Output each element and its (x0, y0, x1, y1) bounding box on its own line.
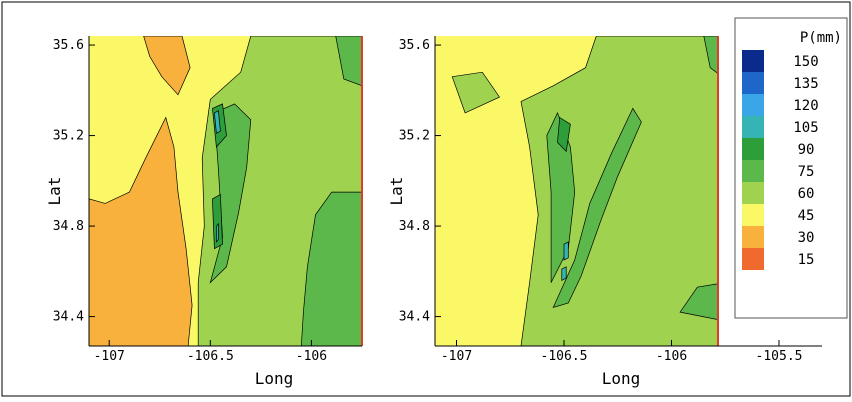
right-contour-panel: 34.4 34.8 35.2 35.6 -107 -106.5 -106 -105.5 Lon… (387, 36, 822, 388)
y-tick-label: 34.4 (53, 310, 84, 325)
legend-swatch-75 (742, 160, 764, 182)
y-tick-label: 34.8 (399, 219, 430, 234)
legend-items: 150 135 120 105 90 75 60 45 30 15 (742, 50, 819, 270)
contour-region-75 (300, 191, 362, 346)
right-contour-regions (451, 36, 718, 346)
left-y-axis-label: Lat (45, 177, 64, 206)
y-tick-label: 35.6 (399, 38, 430, 53)
contour-region-75 (552, 107, 642, 309)
legend-swatch-105 (742, 116, 764, 138)
x-tick-label: -106.5 (187, 349, 234, 364)
legend-label-30: 30 (798, 230, 815, 246)
legend-swatch-150 (742, 50, 764, 72)
y-tick-label: 34.8 (53, 219, 84, 234)
precipitation-legend: P(mm) 150 135 120 105 90 75 60 45 30 15 (734, 17, 848, 319)
x-tick-label: -106 (656, 349, 687, 364)
right-x-axis-label: Long (602, 369, 641, 388)
contour-region-75 (703, 36, 718, 75)
left-axes: 34.4 34.8 35.2 35.6 -107 -106.5 -106 (53, 36, 362, 364)
legend-title: P(mm) (800, 30, 842, 46)
contour-region-90 (212, 193, 223, 250)
legend-label-15: 15 (798, 252, 815, 268)
contour-region-105 (214, 110, 221, 134)
legend-label-105: 105 (793, 120, 818, 136)
x-tick-label: -106.5 (541, 349, 588, 364)
contour-region-30 (89, 116, 193, 346)
legend-swatch-90 (742, 138, 764, 160)
contour-region-75 (679, 283, 718, 321)
legend-swatch-120 (742, 94, 764, 116)
legend-label-45: 45 (798, 208, 815, 224)
legend-swatch-60 (742, 182, 764, 204)
x-tick-label: -106 (296, 349, 327, 364)
contour-region-105 (216, 222, 219, 243)
legend-label-60: 60 (798, 186, 815, 202)
left-contour-regions (89, 36, 362, 346)
left-x-axis-label: Long (255, 369, 294, 388)
contour-region-75 (335, 36, 362, 87)
legend-label-135: 135 (793, 76, 818, 92)
contour-region-30 (143, 36, 191, 96)
left-contour-panel: 34.4 34.8 35.2 35.6 -107 -106.5 -106 Long Lat (45, 36, 363, 388)
y-tick-label: 34.4 (399, 310, 430, 325)
legend-label-90: 90 (798, 142, 815, 158)
contour-region-60 (520, 36, 718, 346)
y-tick-label: 35.2 (53, 129, 84, 144)
right-axes: 34.4 34.8 35.2 35.6 -107 -106.5 -106 -105.5 (399, 36, 822, 364)
legend-swatch-30 (742, 226, 764, 248)
contour-region-105 (561, 266, 567, 281)
right-y-axis-label: Lat (387, 177, 406, 206)
legend-swatch-15 (742, 248, 764, 270)
legend-label-120: 120 (793, 98, 818, 114)
y-tick-label: 35.6 (53, 38, 84, 53)
x-tick-label: -107 (94, 349, 125, 364)
contour-region-90 (557, 116, 571, 153)
contour-region-60 (451, 71, 501, 114)
legend-swatch-135 (742, 72, 764, 94)
contour-region-105 (563, 241, 569, 261)
legend-label-75: 75 (798, 164, 815, 180)
legend-swatch-45 (742, 204, 764, 226)
legend-label-150: 150 (793, 54, 818, 70)
x-tick-label: -105.5 (756, 349, 803, 364)
x-tick-label: -107 (441, 349, 472, 364)
y-tick-label: 35.2 (399, 129, 430, 144)
